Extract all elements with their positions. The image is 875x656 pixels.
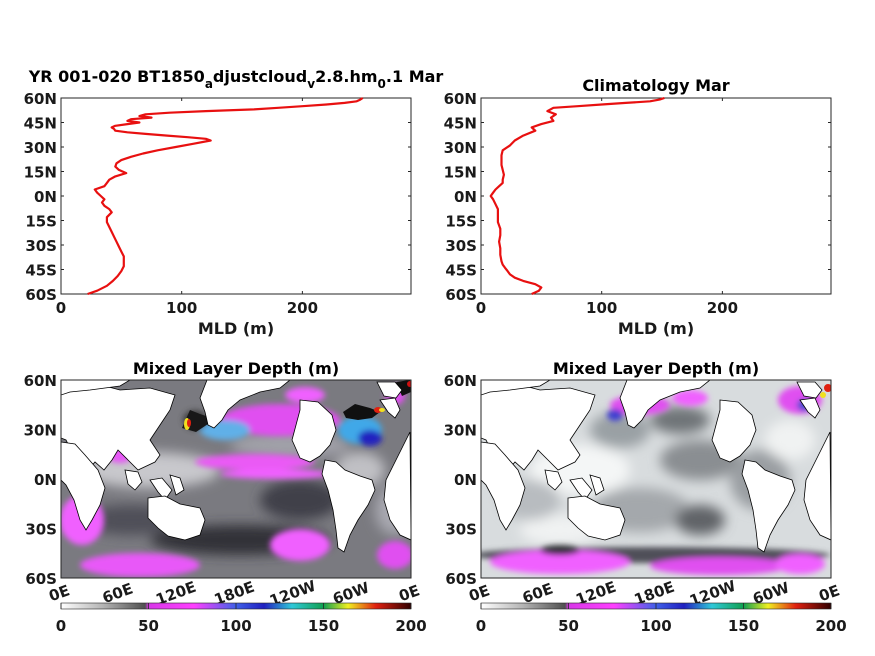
plot-area xyxy=(480,97,832,295)
y-tick-label: 15S xyxy=(445,213,477,231)
y-tick-label: 15N xyxy=(24,164,57,182)
y-tick-label: 30N xyxy=(444,139,477,157)
axis-ticks xyxy=(480,97,831,295)
mld-profile-line xyxy=(87,97,364,296)
map-y-tick-labels: 60N 30N 0N 30S 60S xyxy=(444,372,477,588)
colorbar-tick-label: 100 xyxy=(220,617,251,635)
panel-title-climatology: Climatology Mar xyxy=(582,76,729,95)
y-tick-label: 45N xyxy=(444,115,477,133)
map-x-tick-label: 0E xyxy=(466,581,492,605)
x-tick-labels: 0 100 200 xyxy=(56,299,318,317)
y-tick-label: 0N xyxy=(454,188,477,206)
x-tick-label: 200 xyxy=(287,299,318,317)
colorbar-tick-label: 0 xyxy=(56,617,66,635)
y-tick-label: 30S xyxy=(25,237,57,255)
map-y-tick-label: 0N xyxy=(34,471,57,489)
map-y-tick-label: 30S xyxy=(25,521,57,539)
map-frame xyxy=(60,379,412,579)
map-y-tick-label: 60N xyxy=(24,372,57,390)
y-tick-label: 60N xyxy=(444,90,477,108)
map-panel-climatology: Mixed Layer Depth (m) xyxy=(444,359,847,635)
colorbar-tick-label: 0 xyxy=(476,617,486,635)
map-title-climatology: Mixed Layer Depth (m) xyxy=(553,359,759,378)
mld-field xyxy=(481,380,831,578)
map-x-tick-label: 0E xyxy=(396,581,422,605)
y-tick-label: 60S xyxy=(445,286,477,304)
map-x-tick-label: 0E xyxy=(46,581,72,605)
x-tick-label: 100 xyxy=(586,299,617,317)
y-tick-label: 30N xyxy=(24,139,57,157)
y-tick-label: 45N xyxy=(24,115,57,133)
y-tick-label: 0N xyxy=(34,188,57,206)
map-y-tick-label: 60N xyxy=(444,372,477,390)
profile-panel-model: YR 001-020 BT1850adjustcloudv2.8.hm0.1 M… xyxy=(24,67,444,338)
x-tick-label: 200 xyxy=(707,299,738,317)
map-title-model: Mixed Layer Depth (m) xyxy=(133,359,339,378)
colorbar-tick-label: 50 xyxy=(558,617,579,635)
x-tick-labels: 0 100 200 xyxy=(476,299,738,317)
y-tick-label: 30S xyxy=(445,237,477,255)
colorbar-tick-label: 200 xyxy=(395,617,426,635)
x-tick-label: 0 xyxy=(56,299,66,317)
map-panel-model: Mixed Layer Depth (m) xyxy=(24,359,427,635)
y-tick-label: 15S xyxy=(25,213,57,231)
map-y-tick-label: 60S xyxy=(445,570,477,588)
colorbar-tick-label: 150 xyxy=(728,617,759,635)
x-tick-label: 0 xyxy=(476,299,486,317)
map-y-tick-label: 0N xyxy=(454,471,477,489)
colorbar-tick-label: 150 xyxy=(308,617,339,635)
map-x-tick-label: 0E xyxy=(816,581,842,605)
mld-field xyxy=(61,380,411,578)
map-y-tick-label: 30N xyxy=(444,422,477,440)
y-tick-label: 45S xyxy=(25,262,57,280)
panel-title-model: YR 001-020 BT1850adjustcloudv2.8.hm0.1 M… xyxy=(28,67,444,91)
map-y-tick-label: 30N xyxy=(24,422,57,440)
map-y-tick-labels: 60N 30N 0N 30S 60S xyxy=(24,372,57,588)
map-frame xyxy=(480,379,832,579)
colorbar-tick-label: 100 xyxy=(640,617,671,635)
y-tick-label: 60N xyxy=(24,90,57,108)
colorbar-tick-label: 200 xyxy=(815,617,846,635)
colorbar-tick-label: 50 xyxy=(138,617,159,635)
y-tick-label: 60S xyxy=(25,286,57,304)
x-tick-label: 100 xyxy=(166,299,197,317)
mld-profile-line xyxy=(489,96,665,295)
y-tick-label: 45S xyxy=(445,262,477,280)
x-axis-label: MLD (m) xyxy=(618,319,694,338)
y-tick-labels: 60N 45N 30N 15N 0N 15S 30S 45S 60S xyxy=(444,90,477,304)
map-y-tick-label: 60S xyxy=(25,570,57,588)
axis-ticks xyxy=(60,97,411,295)
y-tick-labels: 60N 45N 30N 15N 0N 15S 30S 45S 60S xyxy=(24,90,57,304)
colorbar-tick-labels: 0 50 100 150 200 xyxy=(476,603,847,635)
profile-panel-climatology: Climatology Mar 60N45N30N15N0N15S30S45S6… xyxy=(444,76,832,338)
colorbar-tick-labels: 0 50 100 150 200 xyxy=(56,603,427,635)
y-tick-label: 15N xyxy=(444,164,477,182)
map-y-tick-label: 30S xyxy=(445,521,477,539)
x-axis-label: MLD (m) xyxy=(198,319,274,338)
